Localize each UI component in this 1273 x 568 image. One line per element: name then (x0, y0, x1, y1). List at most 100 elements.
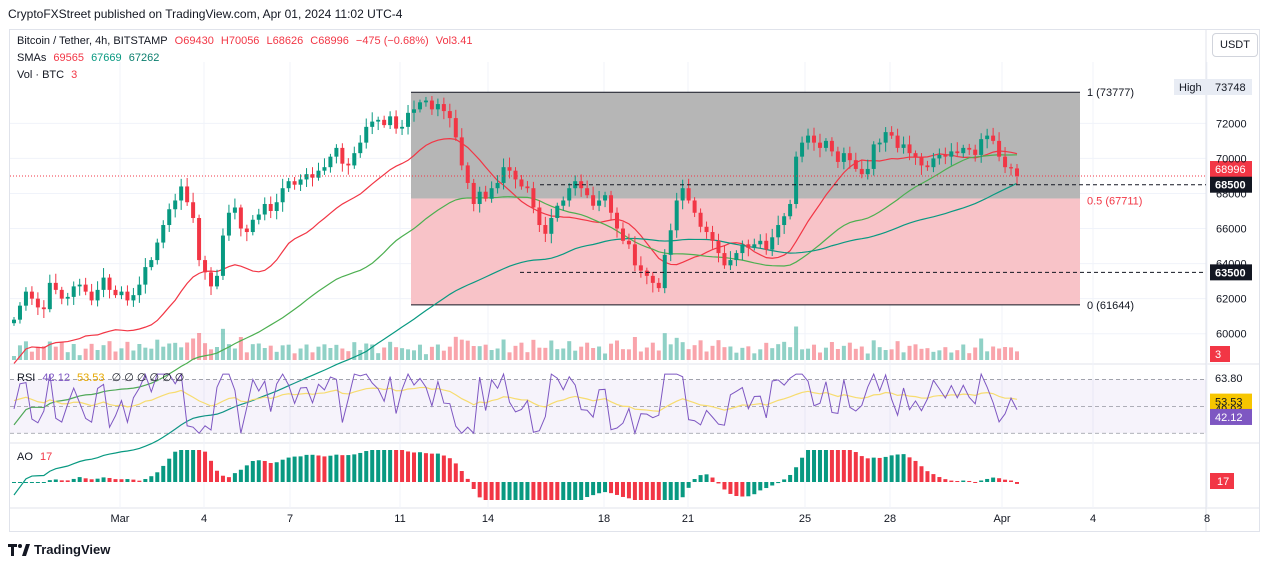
ao-bar (232, 473, 237, 482)
candle-body (447, 111, 452, 119)
ao-bar (537, 482, 542, 500)
candle-body (650, 275, 655, 283)
currency-button[interactable]: USDT (1212, 33, 1258, 57)
candle-body (209, 272, 214, 287)
sma-200-value: 67262 (128, 52, 160, 64)
level-tag (1210, 264, 1252, 281)
volume-bar (316, 346, 321, 360)
sma-50-value: 69565 (53, 52, 84, 64)
ao-bar (298, 456, 303, 482)
ao-bar (429, 453, 434, 482)
ao-label[interactable]: AO (17, 451, 33, 463)
volume-bar (513, 345, 518, 360)
ao-bar (716, 482, 721, 484)
ao-bar (447, 458, 452, 482)
sma-legend: SMAs 69565 67669 67262 (17, 52, 163, 64)
volume-bar (406, 349, 411, 360)
volume-bar (71, 344, 76, 360)
high-value-bg (1210, 79, 1252, 95)
volume-bar (985, 351, 990, 360)
ao-bar (179, 450, 184, 482)
candle-body (525, 186, 530, 189)
volume-bar (292, 353, 297, 360)
candle-body (161, 225, 166, 243)
candle-body (620, 228, 625, 241)
ao-bar (465, 478, 470, 482)
candle-body (214, 275, 219, 287)
ao-bar (477, 482, 482, 498)
ao-bar (626, 482, 631, 499)
candle-body (591, 195, 596, 206)
volume-bar (179, 347, 184, 360)
candle-body (680, 188, 685, 201)
volume-bar (119, 348, 124, 360)
candle-body (35, 298, 40, 308)
ao-bar (119, 479, 124, 482)
candle-body (961, 147, 966, 154)
candle-body (668, 230, 673, 255)
candle-body (537, 207, 542, 226)
candle-body (847, 153, 852, 161)
volume-bar (710, 345, 715, 360)
ao-bar (931, 474, 936, 482)
volume-bar (579, 346, 584, 360)
price-tick-label: 72000 (1216, 118, 1247, 130)
ao-bar (59, 480, 64, 482)
vol-label[interactable]: Vol · BTC (17, 69, 65, 81)
volume-bar (220, 328, 225, 360)
volume-bar (907, 345, 912, 360)
volume-bar (632, 337, 637, 360)
ao-bar (83, 478, 88, 482)
candle-body (734, 253, 739, 261)
volume-bar (812, 344, 817, 360)
volume-bar (937, 350, 942, 360)
candle-body (877, 142, 882, 145)
volume-bar (650, 342, 655, 360)
symbol-title[interactable]: Bitcoin / Tether, 4h, BITSTAMP (17, 35, 168, 47)
ao-bar (913, 460, 918, 482)
sma-label[interactable]: SMAs (17, 52, 47, 64)
candle-body (173, 200, 178, 210)
volume-bar (137, 344, 142, 360)
volume-bar (95, 350, 100, 360)
candle-body (89, 291, 94, 301)
candle-body (585, 188, 590, 196)
candle-body (740, 244, 745, 254)
ao-bar (71, 478, 76, 482)
candle-body (1015, 168, 1019, 177)
ao-bar (871, 457, 876, 482)
high-label-bg (1174, 79, 1210, 95)
rsi-label[interactable]: RSI (17, 372, 36, 384)
volume-bar (638, 351, 643, 360)
volume-bar (543, 347, 548, 360)
ao-bar (692, 479, 697, 482)
volume-bar (465, 340, 470, 360)
ao-bar (495, 482, 500, 500)
volume-bar (1003, 347, 1008, 360)
candle-body (441, 104, 446, 112)
volume-bar (919, 348, 924, 360)
candle-body (304, 174, 309, 180)
ao-bar (197, 450, 202, 482)
ao-bar (644, 482, 649, 500)
ao-bar (161, 465, 166, 482)
ao-bar (579, 482, 584, 500)
ao-bar (979, 480, 984, 482)
ao-bar (877, 457, 882, 482)
ao-bar (316, 455, 321, 482)
candle-body (501, 167, 506, 183)
ao-bar (794, 467, 799, 482)
candle-body (507, 167, 512, 171)
candle-body (185, 186, 190, 203)
candle-body (662, 254, 667, 289)
candle-body (555, 205, 560, 219)
volume-bar (770, 348, 775, 360)
volume-bar (310, 352, 315, 360)
volume-bar (185, 342, 190, 360)
candle-body (53, 282, 58, 290)
price-tick-label: 62000 (1216, 294, 1247, 306)
high-label: High (1179, 82, 1202, 94)
candle-body (107, 277, 112, 290)
candle-body (47, 282, 52, 310)
